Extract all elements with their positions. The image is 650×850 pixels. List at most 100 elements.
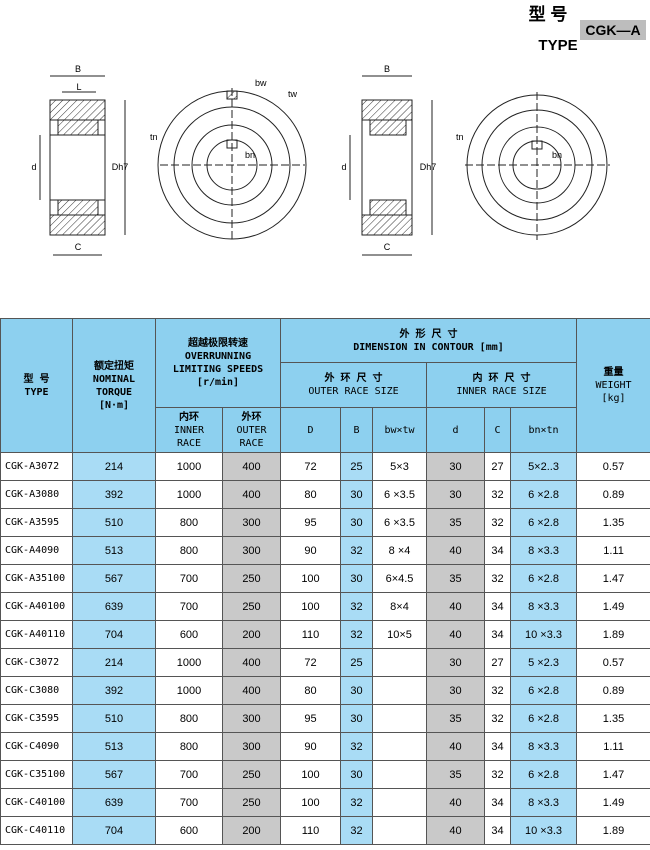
table-row: CGK-A40100 639 700 250 100 32 8×4 40 34 8 ×3.3 1.4…: [0, 592, 650, 621]
table-cell: 34: [484, 732, 511, 761]
table-cell: CGK-A40110: [0, 620, 73, 649]
table-cell: 10×5: [372, 620, 427, 649]
table-cell: 8×4: [372, 592, 427, 621]
table-cell: 34: [484, 816, 511, 845]
table-cell: CGK-C3080: [0, 676, 73, 705]
table-cell: 40: [426, 592, 485, 621]
table-cell: 32: [340, 536, 373, 565]
table-cell: 34: [484, 788, 511, 817]
table-row: CGK-C4090 513 800 300 90 32 40 34 8 ×3.3 1.11: [0, 732, 650, 761]
table-cell: CGK-A3080: [0, 480, 73, 509]
table-cell: CGK-A3595: [0, 508, 73, 537]
table-cell: 30: [426, 648, 485, 677]
table-cell: 30: [426, 480, 485, 509]
table-cell: 6 ×2.8: [509, 508, 578, 537]
table-cell: 250: [222, 592, 281, 621]
table-cell: 214: [72, 648, 156, 677]
title-en: TYPE: [538, 37, 577, 54]
header-outer-race: 外环 OUTER RACE: [222, 407, 281, 453]
table-cell: 6 ×3.5: [372, 508, 427, 537]
table-cell: 32: [484, 760, 511, 789]
dim-label: C: [75, 242, 82, 252]
header-text: 外环: [241, 411, 262, 423]
table-cell: 32: [340, 592, 373, 621]
table-cell: 8 ×4: [372, 536, 427, 565]
spec-table: 型 号 TYPE 额定扭矩 NOMINAL TORQUE [N·m] 超越极限转速 OVE…: [0, 318, 650, 845]
table-cell: 8 ×3.3: [509, 788, 578, 817]
table-cell: 0.89: [576, 480, 650, 509]
header-bw-tw: bw×tw: [372, 407, 427, 453]
table-cell: [372, 704, 427, 733]
header-text: [r/min]: [196, 377, 240, 388]
header-text: 内环: [179, 411, 199, 423]
table-cell: 639: [72, 592, 156, 621]
header-text: 外 形 尺 寸: [399, 328, 458, 340]
table-row: CGK-C40110 704 600 200 110 32 40 34 10 ×3.3 1.89: [0, 816, 650, 845]
table-cell: CGK-C40100: [0, 788, 73, 817]
header-inner-size: 内 环 尺 寸 INNER RACE SIZE: [425, 362, 578, 408]
table-cell: 600: [155, 620, 223, 649]
table-cell: 32: [340, 816, 373, 845]
header-C: C: [484, 407, 511, 453]
table-cell: 0.57: [576, 452, 650, 481]
table-row: CGK-C3595 510 800 300 95 30 35 32 6 ×2.8 1.35: [0, 704, 650, 733]
dim-label: tw: [288, 89, 298, 99]
dim-label: C: [384, 242, 391, 252]
header-weight: 重量 WEIGHT [kg]: [576, 318, 650, 453]
table-cell: 704: [72, 620, 156, 649]
table-cell: 600: [155, 816, 223, 845]
table-cell: 400: [222, 676, 281, 705]
table-cell: 300: [222, 536, 281, 565]
table-cell: 8 ×3.3: [509, 592, 578, 621]
table-cell: 40: [426, 620, 485, 649]
table-cell: CGK-C35100: [0, 760, 73, 789]
table-cell: 35: [426, 760, 485, 789]
table-cell: 800: [155, 508, 223, 537]
table-cell: 300: [222, 732, 281, 761]
table-cell: CGK-C3072: [0, 648, 73, 677]
header-outer-size: 外 环 尺 寸 OUTER RACE SIZE: [280, 362, 427, 408]
table-cell: 1000: [155, 452, 223, 481]
table-cell: 110: [280, 816, 341, 845]
table-cell: 72: [280, 452, 341, 481]
table-cell: 392: [72, 480, 156, 509]
table-cell: CGK-C4090: [0, 732, 73, 761]
dim-label: tn: [456, 132, 464, 142]
table-row: CGK-C40100 639 700 250 100 32 40 34 8 ×3.3 1.49: [0, 788, 650, 817]
header-dimension: 外 形 尺 寸 DIMENSION IN CONTOUR [mm]: [279, 318, 578, 363]
table-cell: 5×3: [372, 452, 427, 481]
header-text: 外 环 尺 寸: [324, 373, 383, 384]
header-text: OUTER RACE SIZE: [308, 386, 399, 397]
header-speeds: 超越极限转速 OVERRUNNING LIMITING SPEEDS [r/min]: [155, 318, 281, 408]
table-cell: [372, 648, 427, 677]
header-torque: 额定扭矩 NOMINAL TORQUE [N·m]: [72, 318, 156, 453]
table-cell: 32: [484, 704, 511, 733]
table-cell: 30: [340, 676, 373, 705]
table-row: CGK-A3595 510 800 300 95 30 6 ×3.5 35 32 6 ×2.8 1.…: [0, 508, 650, 537]
table-cell: 1000: [155, 648, 223, 677]
table-cell: 6 ×2.8: [509, 564, 578, 593]
table-cell: 567: [72, 564, 156, 593]
table-cell: 513: [72, 732, 156, 761]
table-cell: 10 ×3.3: [509, 816, 578, 845]
table-cell: [372, 732, 427, 761]
dim-label: d: [341, 162, 346, 172]
header-bn-tn: bn×tn: [509, 407, 578, 453]
table-cell: [372, 760, 427, 789]
table-cell: 704: [72, 816, 156, 845]
table-cell: 32: [484, 564, 511, 593]
header-text: 重量: [603, 367, 624, 378]
table-cell: 5×2..3: [509, 452, 578, 481]
table-cell: 100: [280, 592, 341, 621]
table-cell: 32: [484, 508, 511, 537]
table-cell: 34: [484, 592, 511, 621]
table-row: CGK-A3072 214 1000 400 72 25 5×3 30 27 5×2..3 0.57: [0, 452, 650, 481]
table-cell: 510: [72, 704, 156, 733]
right-front: [465, 92, 610, 240]
table-cell: 200: [222, 816, 281, 845]
table-cell: 100: [280, 788, 341, 817]
table-cell: 34: [484, 536, 511, 565]
left-front: [157, 88, 307, 242]
header-text: 额定扭矩: [94, 360, 134, 372]
header-inner-race: 内环 INNER RACE: [155, 407, 223, 453]
